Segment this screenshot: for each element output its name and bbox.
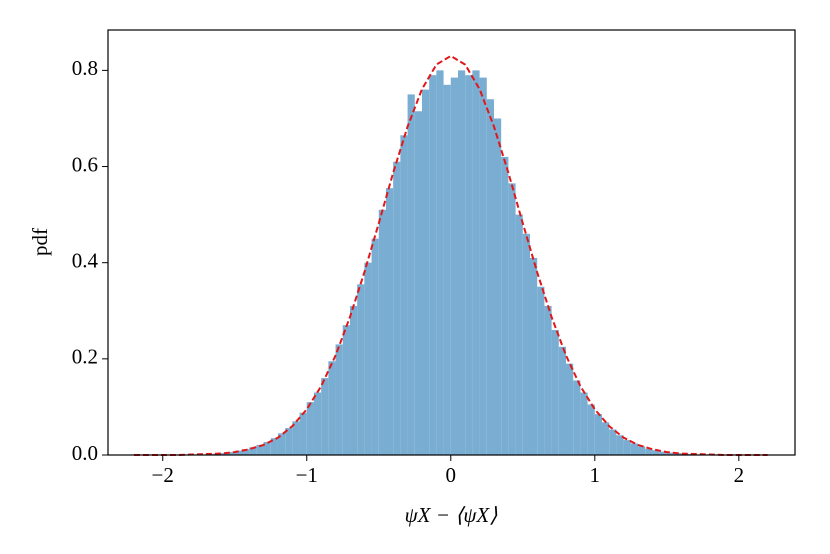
x-tick-label: 2 bbox=[734, 463, 745, 487]
bar bbox=[400, 135, 408, 456]
bar bbox=[602, 422, 610, 455]
bar bbox=[313, 392, 322, 455]
bar bbox=[328, 361, 336, 455]
bar bbox=[587, 404, 595, 455]
y-tick-label: 0.4 bbox=[72, 249, 99, 273]
bar bbox=[580, 392, 588, 455]
bar bbox=[249, 447, 257, 455]
bar bbox=[609, 429, 617, 455]
bar bbox=[335, 344, 343, 455]
bar bbox=[501, 156, 509, 455]
x-tick-label: −1 bbox=[296, 463, 318, 487]
bar bbox=[638, 446, 646, 455]
bar bbox=[234, 450, 242, 455]
bar bbox=[515, 214, 523, 455]
bar bbox=[529, 257, 538, 455]
bar bbox=[594, 414, 603, 455]
bar bbox=[299, 412, 307, 455]
bar bbox=[270, 438, 278, 455]
bar bbox=[566, 363, 574, 455]
bar bbox=[465, 75, 473, 455]
plot-frame bbox=[107, 29, 796, 456]
bar bbox=[558, 346, 566, 455]
y-tick-label: 0.0 bbox=[72, 441, 98, 465]
bar bbox=[472, 70, 480, 455]
bar bbox=[241, 449, 250, 455]
bar bbox=[573, 380, 581, 455]
bar bbox=[277, 433, 286, 455]
bar bbox=[357, 284, 365, 455]
bar bbox=[436, 70, 444, 455]
y-tick-label: 0.6 bbox=[72, 152, 98, 176]
bar bbox=[630, 443, 639, 455]
bar bbox=[508, 183, 516, 455]
y-tick-label: 0.2 bbox=[72, 345, 98, 369]
bar bbox=[479, 77, 487, 455]
bar bbox=[321, 378, 329, 455]
x-tick-label: −2 bbox=[152, 463, 174, 487]
bar bbox=[522, 233, 530, 455]
bar bbox=[385, 188, 394, 455]
bar bbox=[227, 452, 235, 455]
bar bbox=[666, 452, 675, 455]
bar bbox=[450, 77, 458, 455]
bar bbox=[342, 325, 350, 455]
bar bbox=[551, 330, 559, 455]
bar bbox=[371, 238, 379, 455]
bar bbox=[349, 305, 358, 455]
bar bbox=[537, 286, 545, 455]
bar bbox=[220, 453, 228, 455]
bar bbox=[378, 209, 386, 455]
bar bbox=[407, 94, 415, 455]
bar bbox=[393, 161, 401, 455]
bar bbox=[414, 111, 422, 455]
bar bbox=[429, 75, 437, 455]
bar bbox=[421, 89, 430, 455]
bar bbox=[544, 305, 552, 455]
bar bbox=[616, 435, 624, 455]
bar bbox=[493, 118, 502, 455]
bar bbox=[486, 99, 494, 455]
bar bbox=[285, 428, 293, 455]
x-tick-label: 1 bbox=[590, 463, 601, 487]
bar bbox=[623, 440, 631, 455]
bar bbox=[306, 402, 314, 455]
y-tick-label: 0.8 bbox=[72, 56, 98, 80]
bar bbox=[364, 262, 372, 455]
bar bbox=[457, 70, 466, 455]
bar bbox=[652, 450, 660, 455]
bar bbox=[645, 448, 653, 455]
x-tick-label: 0 bbox=[446, 463, 457, 487]
y-axis-label: pdf bbox=[28, 228, 52, 256]
bar bbox=[292, 421, 300, 455]
bar bbox=[443, 84, 451, 456]
bar bbox=[256, 444, 264, 455]
bar bbox=[659, 451, 667, 455]
x-axis-label: ψX − ⟨ψX⟩ bbox=[405, 503, 498, 527]
bar bbox=[263, 442, 271, 455]
